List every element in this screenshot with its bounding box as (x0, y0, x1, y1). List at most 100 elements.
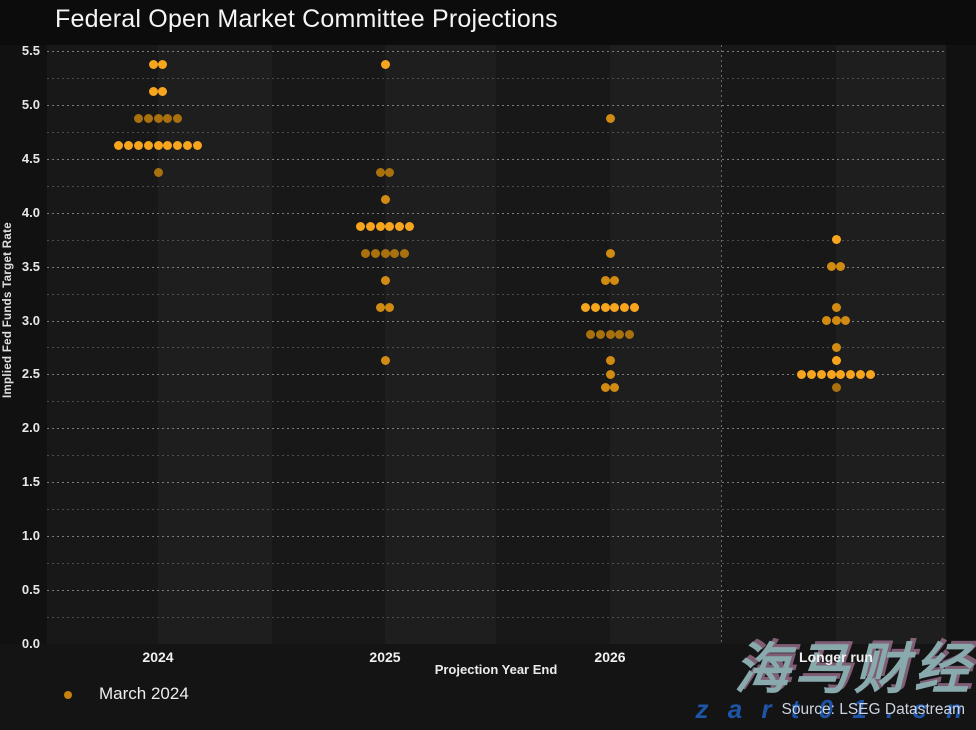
projection-dot (380, 194, 390, 204)
projection-dot (841, 316, 851, 326)
background-band (158, 45, 272, 644)
projection-dot (610, 275, 620, 285)
projection-dot (807, 369, 816, 379)
background-band (721, 45, 836, 644)
gridline (47, 482, 946, 484)
gridline (47, 509, 946, 511)
y-tick-label: 1.5 (21, 474, 40, 490)
y-tick-label: 5.5 (21, 43, 40, 58)
projection-dot (610, 302, 620, 312)
projection-dot (836, 369, 846, 379)
projection-dot (173, 140, 183, 150)
longer-run-separator (721, 45, 722, 644)
projection-dot (605, 369, 615, 379)
gridline (47, 185, 946, 187)
projection-dot (600, 383, 610, 393)
projection-dot (143, 113, 153, 123)
projection-dot (380, 356, 390, 366)
projection-dot (610, 383, 620, 393)
projection-dot (605, 356, 615, 366)
projection-dot (375, 302, 385, 312)
watermark-cjk: 海马财经 (733, 638, 974, 700)
projection-dot (831, 302, 841, 312)
projection-dot (114, 140, 124, 150)
y-tick-label: 4.0 (21, 204, 40, 220)
projection-dot (405, 221, 414, 231)
projection-dot (360, 248, 370, 258)
projection-dot (148, 59, 158, 69)
background-band (47, 45, 158, 644)
gridline (47, 77, 946, 79)
x-tick-label: Longer run (799, 649, 873, 665)
projection-dot (192, 140, 202, 150)
projection-dot (595, 329, 605, 339)
projection-dot (182, 140, 192, 150)
projection-dot (605, 248, 615, 258)
projection-dot (826, 369, 836, 379)
projection-dot (153, 140, 163, 150)
projection-dot (605, 113, 615, 123)
projection-dot (395, 221, 405, 231)
projection-dot (356, 221, 365, 231)
gridline (47, 347, 946, 349)
x-tick-label: 2025 (369, 649, 401, 665)
projection-dot (831, 356, 841, 366)
projection-dot (831, 383, 841, 393)
projection-dot (133, 140, 143, 150)
x-tick-label: 2026 (594, 649, 626, 665)
title-bar: Federal Open Market Committee Projection… (0, 0, 976, 45)
y-tick-label: 0.0 (21, 635, 40, 651)
projection-dot (390, 248, 400, 258)
projection-dot (581, 302, 590, 312)
projection-dot (797, 369, 807, 379)
watermark-url: z a r t 0 1 . c n (695, 694, 968, 724)
projection-dot (600, 275, 610, 285)
projection-dot (816, 369, 826, 379)
y-tick-label: 0.5 (21, 582, 40, 598)
gridline (47, 428, 946, 430)
projection-dot (846, 369, 856, 379)
gridline (47, 266, 946, 268)
projection-dot (380, 275, 390, 285)
projection-dot (831, 342, 841, 352)
projection-dot (831, 316, 841, 326)
projection-dot (163, 140, 173, 150)
background-band (385, 45, 496, 644)
legend-label: March 2024 (99, 684, 189, 703)
y-tick-label: 1.0 (21, 528, 40, 544)
gridline (47, 320, 946, 322)
gridline (47, 617, 946, 619)
gridline (47, 293, 946, 295)
y-tick-label: 2.5 (21, 366, 40, 382)
projection-dot (836, 262, 846, 272)
source-attribution: Source: LSEG Datastream (781, 701, 966, 718)
y-tick-label: 2.0 (21, 420, 40, 436)
projection-dot (365, 221, 375, 231)
gridline (47, 563, 946, 565)
projection-dot (380, 59, 390, 69)
projection-dot (821, 316, 831, 326)
y-tick-label: 4.5 (21, 150, 40, 166)
projection-dot (153, 167, 163, 177)
plot-area (0, 45, 976, 644)
plot-background (47, 45, 946, 644)
projection-dot (826, 262, 836, 272)
y-tick-label: 5.0 (21, 96, 40, 112)
y-tick-label: 3.0 (21, 312, 40, 328)
projection-dot (385, 221, 395, 231)
projection-dot (385, 167, 395, 177)
projection-dot (630, 302, 639, 312)
background-band (836, 45, 946, 644)
gridline (47, 590, 946, 592)
gridline (47, 239, 946, 241)
gridline (47, 212, 946, 214)
projection-dot (600, 302, 610, 312)
projection-dot (605, 329, 615, 339)
projection-dot (620, 302, 630, 312)
projection-dot (370, 248, 380, 258)
projection-dot (385, 302, 395, 312)
background-band (610, 45, 721, 644)
background-band (271, 45, 385, 644)
projection-dot (143, 140, 153, 150)
